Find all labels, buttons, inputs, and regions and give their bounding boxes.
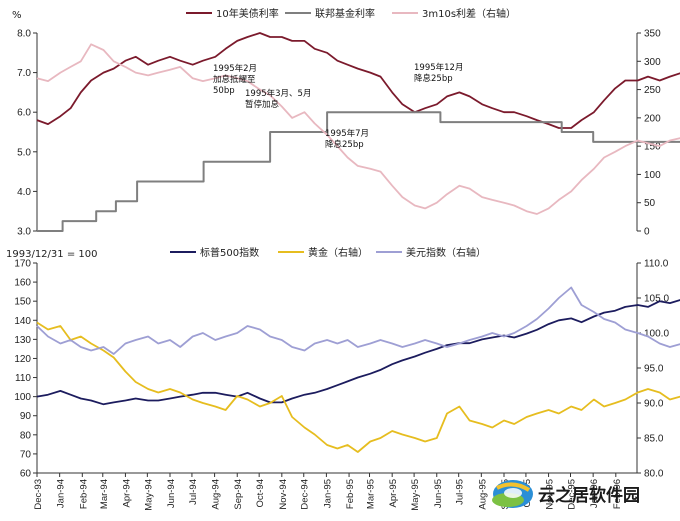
bottom-right-tick-label: 90.0 [644, 399, 664, 410]
bottom-left-tick-label: 70 [20, 449, 32, 460]
top-right-tick-label: 200 [644, 113, 661, 124]
top-right-tick-label: 50 [644, 198, 656, 209]
watermark-text: 云之居软件园 [538, 485, 640, 506]
bottom-x-tick-label: Dec-95 [567, 479, 578, 510]
bottom-x-tick-label: Jul-95 [455, 479, 466, 505]
bottom-right-ticks: 80.0 85.0 90.0 95.0 100.0 105.0 110.0 [637, 259, 669, 480]
bottom-x-tick-label: Jul-94 [188, 479, 199, 505]
annotation-mar-may95-line2: 暂停加息 [245, 99, 280, 110]
legend-label-spread: 3m10s利差（右轴） [422, 7, 516, 20]
bottom-x-tick-label: Feb-95 [345, 479, 356, 509]
bottom-x-tick-label: Nov-94 [278, 479, 289, 510]
legend-label-sp500: 标普500指数 [200, 246, 259, 259]
bottom-x-tick-label: Jun-94 [166, 479, 177, 508]
top-right-ticks: 0 50 100 150 200 250 300 350 [637, 29, 661, 238]
annotation-jul95-line1: 1995年7月 [325, 128, 369, 139]
annotation-mar-may95-line1: 1995年3月、5月 [245, 88, 311, 99]
top-left-tick-label: 6.0 [17, 108, 31, 119]
bottom-x-tick-label: Dec-94 [300, 479, 311, 510]
top-series-line-1 [37, 111, 680, 232]
bottom-right-tick-label: 100.0 [644, 329, 669, 340]
bottom-left-tick-label: 140 [14, 316, 31, 327]
top-right-tick-label: 150 [644, 142, 661, 153]
top-left-tick-label: 4.0 [17, 187, 31, 198]
bottom-x-tick-label: Nov-95 [545, 479, 556, 510]
top-right-tick-label: 0 [644, 227, 650, 238]
annotation-dec95-line2: 降息25bp [414, 73, 453, 84]
bottom-x-tick-label: Mar-95 [366, 479, 377, 509]
bottom-series-line-0 [36, 299, 680, 406]
bottom-x-tick-label: Apr-95 [388, 479, 399, 508]
top-left-unit-label: % [12, 10, 22, 21]
bottom-left-tick-label: 130 [14, 335, 31, 346]
top-right-tick-label: 100 [644, 170, 661, 181]
annotation-feb95-line2: 加息抵耀至 [213, 74, 256, 85]
top-chart: % 10年美债利率 联邦基金利率 3m10s利差（右轴） 3.0 4.0 5.0 6.… [12, 7, 680, 238]
annotation-feb95-line3: 50bp [213, 86, 235, 96]
top-series-line-0 [36, 32, 680, 129]
bottom-x-tick-label: Apr-94 [121, 479, 132, 508]
legend-label-fed-funds: 联邦基金利率 [315, 7, 375, 20]
bottom-right-tick-label: 95.0 [644, 364, 664, 375]
bottom-left-tick-label: 90 [20, 411, 32, 422]
bottom-left-tick-label: 160 [14, 278, 31, 289]
bottom-x-tick-label: Jan-96 [589, 479, 600, 508]
bottom-left-tick-label: 120 [14, 354, 31, 365]
bottom-left-tick-label: 100 [14, 392, 31, 403]
bottom-right-tick-label: 110.0 [644, 259, 669, 270]
top-left-tick-label: 3.0 [17, 227, 31, 238]
top-legend: 10年美债利率 联邦基金利率 3m10s利差（右轴） [186, 7, 516, 20]
legend-label-gold: 黄金（右轴） [308, 246, 368, 259]
bottom-series-line-2 [36, 286, 680, 355]
bottom-x-tick-label: May-94 [143, 479, 154, 511]
top-left-ticks: 3.0 4.0 5.0 6.0 7.0 8.0 [17, 29, 37, 238]
top-right-tick-label: 250 [644, 85, 661, 96]
bottom-x-tick-label: Mar-94 [99, 479, 110, 509]
cloud-logo-icon [492, 480, 533, 508]
bottom-left-tick-label: 80 [20, 430, 32, 441]
legend-label-treasury-10y: 10年美债利率 [216, 7, 279, 20]
legend-label-dxy: 美元指数（右轴） [406, 246, 486, 259]
bottom-x-tick-label: Feb-94 [78, 479, 89, 509]
bottom-x-tick-label: Aug-94 [211, 479, 222, 510]
bottom-legend: 标普500指数 黄金（右轴） 美元指数（右轴） [170, 246, 486, 259]
top-annotations: 1995年2月 加息抵耀至 50bp 1995年3月、5月 暂停加息 1995年… [213, 62, 463, 150]
bottom-series-group [36, 286, 680, 453]
bottom-x-tick-label: Jan-95 [322, 479, 333, 508]
bottom-left-tick-label: 170 [14, 259, 31, 270]
bottom-base-label: 1993/12/31 = 100 [6, 249, 97, 260]
top-right-tick-label: 350 [644, 29, 661, 40]
bottom-x-tick-label: Aug-95 [477, 479, 488, 510]
top-series-line-2 [36, 43, 680, 215]
bottom-left-ticks: 60 70 80 90 100 110 120 130 140 150 160 170 [14, 259, 37, 480]
bottom-x-tick-label: Sep-94 [233, 479, 244, 510]
bottom-x-tick-label: Jun-95 [433, 479, 444, 508]
bottom-x-tick-label: Jan-94 [56, 479, 67, 508]
bottom-left-tick-label: 110 [15, 373, 31, 384]
bottom-right-tick-label: 105.0 [644, 294, 669, 305]
bottom-chart: 1993/12/31 = 100 标普500指数 黄金（右轴） 美元指数（右轴）… [6, 246, 680, 511]
annotation-dec95-line1: 1995年12月 [414, 62, 463, 73]
top-right-tick-label: 300 [644, 57, 661, 68]
annotation-feb95-line1: 1995年2月 [213, 63, 257, 74]
bottom-right-tick-label: 80.0 [644, 469, 664, 480]
bottom-series-line-1 [36, 321, 680, 453]
annotation-jul95-line2: 降息25bp [325, 139, 364, 150]
bottom-left-tick-label: 150 [14, 297, 31, 308]
bottom-x-tick-label: May-95 [410, 479, 421, 511]
top-left-tick-label: 7.0 [17, 68, 31, 79]
bottom-left-tick-label: 60 [20, 469, 32, 480]
top-series-group [36, 32, 680, 232]
bottom-x-ticks: Dec-93 Jan-94 Feb-94 Mar-94 Apr-94 May-94 Jun-… [33, 473, 623, 511]
watermark: 云之居软件园 [492, 480, 640, 508]
top-left-tick-label: 8.0 [17, 29, 31, 40]
bottom-x-tick-label: Dec-93 [33, 479, 44, 510]
bottom-x-tick-label: Oct-94 [255, 479, 266, 508]
bottom-x-tick-label: Feb-96 [612, 479, 623, 509]
bottom-right-tick-label: 85.0 [644, 434, 664, 445]
top-left-tick-label: 5.0 [17, 147, 31, 158]
